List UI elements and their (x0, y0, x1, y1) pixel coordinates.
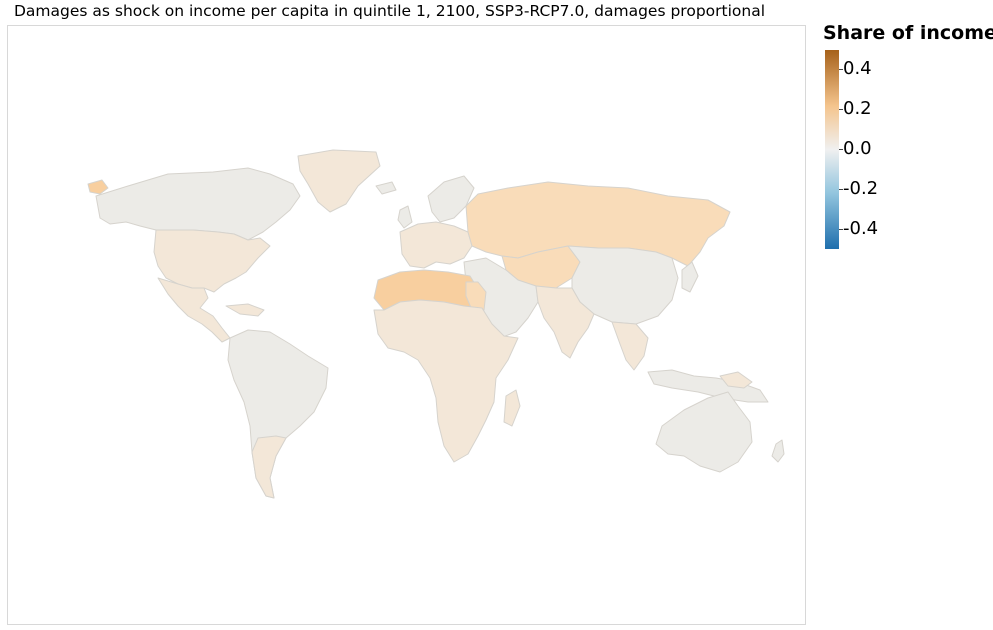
region-madagascar (503, 389, 521, 427)
region-caribbean (225, 303, 265, 317)
legend-tick-label: -0.4 (843, 218, 879, 239)
region-southeast-asia (611, 321, 649, 371)
region-egypt (465, 281, 487, 311)
region-usa (153, 229, 271, 293)
region-canada (95, 167, 301, 241)
map-svg (87, 149, 785, 499)
legend-tick-mark (839, 69, 843, 70)
region-uk (397, 205, 413, 229)
legend-tick-mark (839, 149, 843, 150)
legend-color-bar (825, 50, 839, 249)
region-south-america (227, 329, 329, 499)
region-new-zealand (771, 439, 785, 463)
region-australia (655, 391, 753, 473)
legend-tick-label: 0.0 (843, 138, 872, 159)
legend-tick-label: -0.2 (843, 178, 879, 199)
legend-tick-mark (839, 189, 843, 190)
region-iceland (375, 181, 397, 195)
region-sub-saharan-africa (373, 299, 519, 463)
region-south-asia (535, 285, 595, 359)
region-china (567, 245, 679, 325)
chart-title: Damages as shock on income per capita in… (14, 2, 766, 20)
region-argentina (251, 435, 287, 499)
legend-tick-mark (839, 229, 843, 230)
legend-tick-label: 0.4 (843, 58, 872, 79)
region-greenland (297, 149, 381, 213)
legend-tick-mark (839, 109, 843, 110)
region-indonesia (647, 369, 769, 403)
region-alaska (87, 179, 109, 195)
region-europe (399, 221, 473, 269)
world-map (7, 25, 806, 625)
legend-tick-label: 0.2 (843, 98, 872, 119)
region-japan (681, 261, 699, 293)
legend-title: Share of income (823, 22, 993, 44)
region-papua (719, 371, 753, 389)
region-mexico (157, 277, 231, 343)
